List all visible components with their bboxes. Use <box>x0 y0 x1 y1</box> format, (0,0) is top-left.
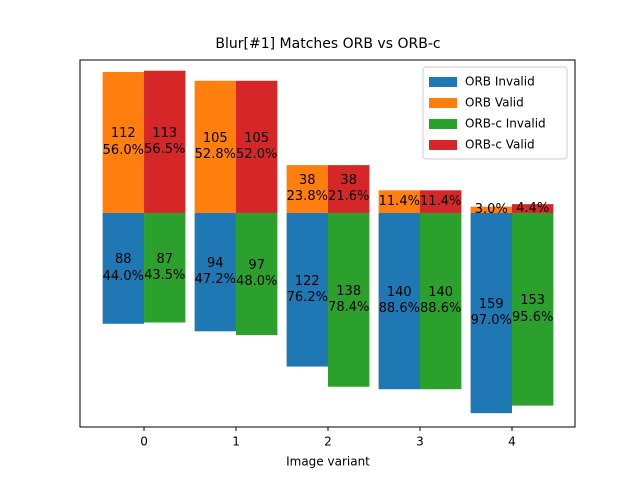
bar <box>419 190 462 213</box>
bar <box>419 212 462 390</box>
value-label: 97 48.0% <box>236 257 278 290</box>
bar <box>102 71 145 213</box>
legend-swatch <box>429 77 457 87</box>
bar <box>286 212 329 367</box>
value-label: 138 78.4% <box>328 283 370 315</box>
bar <box>511 204 554 213</box>
bar <box>144 70 186 213</box>
x-tick-label: 4 <box>508 435 516 449</box>
value-label: 38 23.8% <box>286 172 328 205</box>
value-label: 122 76.2% <box>286 273 328 305</box>
bar <box>470 212 512 414</box>
value-label: 159 97.0% <box>470 296 512 329</box>
bar <box>328 165 370 213</box>
bar <box>144 212 186 323</box>
bar <box>511 212 554 406</box>
legend-swatch <box>429 140 457 150</box>
legend: ORB Invalid ORB Valid ORB-c Invalid ORB-c V… <box>422 66 568 160</box>
legend-label: ORB-c Invalid <box>465 117 546 131</box>
value-label: 113 56.5% <box>144 125 186 157</box>
x-axis-label: Image variant <box>286 455 370 469</box>
value-label: 140 88.6% <box>378 284 420 317</box>
value-label: 153 95.6% <box>512 293 554 325</box>
value-label: 11.4% <box>420 193 462 209</box>
x-tick-label: 3 <box>416 435 424 449</box>
legend-swatch <box>429 119 457 129</box>
value-label: 105 52.0% <box>236 130 278 162</box>
bar <box>102 212 145 324</box>
plot-frame <box>79 59 576 428</box>
x-tick-label: 1 <box>232 435 240 449</box>
legend-label: ORB-c Valid <box>465 138 535 152</box>
bar <box>378 212 420 390</box>
value-label: 3.0% <box>474 201 508 217</box>
bar <box>194 80 237 213</box>
value-label: 4.4% <box>516 200 550 216</box>
bar <box>236 80 278 213</box>
value-label: 105 52.8% <box>194 130 236 162</box>
bar <box>236 212 278 336</box>
legend-swatch <box>429 98 457 108</box>
legend-label: ORB Invalid <box>465 75 535 89</box>
value-label: 88 44.0% <box>102 252 144 284</box>
value-label: 112 56.0% <box>102 126 144 158</box>
chart-title: Blur[#1] Matches ORB vs ORB-c <box>215 36 440 52</box>
bar <box>286 165 329 213</box>
bar <box>378 190 420 213</box>
value-label: 38 21.6% <box>328 172 370 205</box>
legend-label: ORB Valid <box>465 96 524 110</box>
value-label: 140 88.6% <box>420 284 462 317</box>
x-tick-label: 0 <box>140 435 148 449</box>
value-label: 87 43.5% <box>144 251 186 283</box>
legend-box <box>422 66 568 160</box>
bar <box>328 212 370 387</box>
bar <box>470 206 512 213</box>
value-label: 11.4% <box>378 193 420 209</box>
bar <box>194 212 237 332</box>
x-tick-label: 2 <box>324 435 332 449</box>
value-label: 94 47.2% <box>194 255 236 288</box>
